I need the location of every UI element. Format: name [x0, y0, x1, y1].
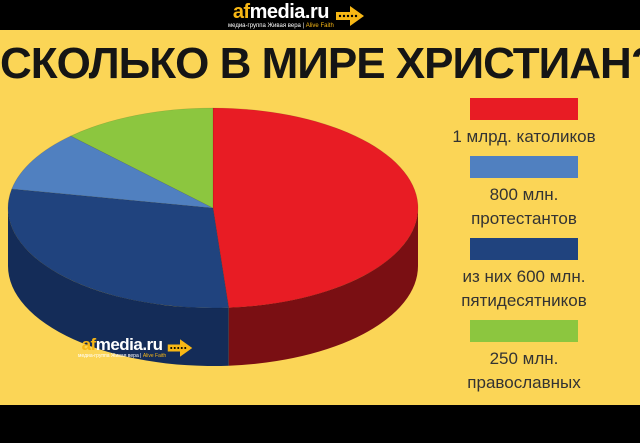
legend-label-line: 800 млн.: [489, 185, 559, 204]
pie-slice-side: [228, 208, 418, 366]
logo-tagline: медиа-группа Живая вера | Alive Faith: [78, 354, 166, 359]
pie-slice: [11, 135, 214, 209]
logo-media-ru: media.ru: [249, 1, 330, 23]
legend-label-line: пятидесятников: [461, 291, 587, 310]
page-title: СКОЛЬКО В МИРЕ ХРИСТИАН?: [0, 39, 640, 88]
logo-media-ru: media.ru: [95, 335, 163, 354]
legend-label-line: 250 млн.: [489, 349, 559, 368]
logo-tagline-alive: Alive Faith: [142, 353, 167, 359]
logo-wordmark: afmedia.ru: [232, 1, 330, 23]
legend-label: 250 млн. православных: [420, 347, 628, 395]
top-bar: [0, 0, 640, 30]
arrow-icon: [335, 5, 364, 26]
logo-tagline-main: медиа-группа Живая вера |: [228, 23, 306, 29]
legend-item: 250 млн. православных: [420, 320, 628, 395]
legend-item: из них 600 млн. пятидесятников: [420, 238, 628, 313]
legend-swatch: [470, 98, 578, 120]
legend-label-line: 1 млрд. католиков: [452, 127, 596, 146]
bottom-bar: [0, 405, 640, 443]
logo-tagline-alive: Alive Faith: [305, 23, 334, 29]
legend-swatch: [470, 320, 578, 342]
legend-item: 800 млн. протестантов: [420, 156, 628, 231]
legend-label: из них 600 млн. пятидесятников: [420, 265, 628, 313]
pie-slice: [7, 188, 230, 309]
legend-swatch: [470, 238, 578, 260]
pie-slice: [212, 107, 419, 309]
pie-slice-side: [8, 208, 229, 367]
pie-slice: [70, 107, 214, 209]
logo-af: af: [81, 335, 97, 354]
legend-label: 1 млрд. католиков: [420, 125, 628, 149]
pie-sides: [8, 208, 418, 367]
pie-top: [7, 107, 419, 309]
legend-swatch: [470, 156, 578, 178]
legend-label-line: протестантов: [471, 209, 577, 228]
logo-af: af: [232, 1, 250, 23]
arrow-icon: [167, 338, 193, 357]
afmedia-logo-top[interactable]: afmedia.ru медиа-группа Живая вера | Ali…: [228, 2, 366, 29]
legend-label: 800 млн. протестантов: [420, 183, 628, 231]
logo-tagline: медиа-группа Живая вера | Alive Faith: [228, 23, 334, 29]
legend-label-line: православных: [467, 373, 581, 392]
legend-item: 1 млрд. католиков: [420, 98, 628, 149]
logo-tagline-main: медиа-группа Живая вера |: [78, 353, 143, 359]
pie-chart: [7, 107, 419, 367]
legend-label-line: из них 600 млн.: [462, 267, 586, 286]
logo-wordmark: afmedia.ru: [82, 336, 163, 353]
afmedia-logo-chart[interactable]: afmedia.ru медиа-группа Живая вера | Ali…: [78, 336, 194, 359]
